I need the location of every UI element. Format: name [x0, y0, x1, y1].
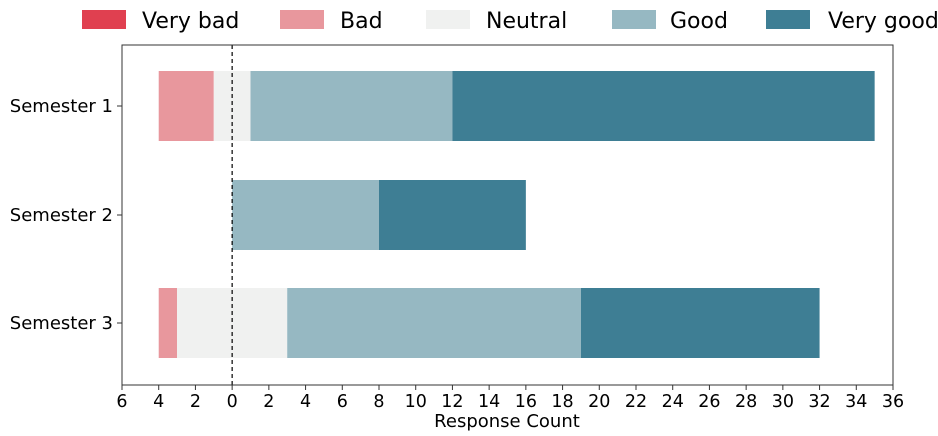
bar-semester-3-bad [158, 288, 178, 358]
x-tick-label: 36 [882, 392, 904, 412]
x-tick-label: 10 [405, 392, 427, 412]
x-tick-label: 22 [625, 392, 647, 412]
bar-semester-3-good [287, 288, 581, 358]
legend-label-good: Good [670, 9, 728, 34]
x-tick-label: 20 [588, 392, 610, 412]
legend-swatch-bad [280, 10, 324, 29]
x-tick-label: 14 [478, 392, 500, 412]
x-tick-label: 30 [772, 392, 794, 412]
x-tick-label: 2 [263, 392, 274, 412]
legend-swatch-very-good [766, 10, 810, 29]
legend-swatch-very-bad [82, 10, 126, 29]
y-category-label-semester-2: Semester 2 [10, 205, 113, 226]
legend-item-bad: Bad [280, 9, 383, 34]
x-tick-label: 24 [662, 392, 684, 412]
bar-semester-2-very-good [379, 180, 526, 250]
x-tick-label: 16 [515, 392, 537, 412]
x-tick-label: 8 [373, 392, 384, 412]
x-tick-label: 18 [551, 392, 573, 412]
bar-semester-1-bad [158, 71, 214, 141]
legend-label-very-bad: Very bad [142, 9, 239, 34]
x-tick-label: 0 [227, 392, 238, 412]
legend-item-very-good: Very good [766, 9, 938, 34]
x-tick-label: 12 [441, 392, 463, 412]
x-axis-title: Response Count [434, 411, 580, 432]
x-tick-label: 6 [116, 392, 127, 412]
bar-semester-1-very-good [452, 71, 875, 141]
bars [158, 71, 875, 358]
x-tick-label: 26 [698, 392, 720, 412]
x-tick-label: 32 [808, 392, 830, 412]
y-category-label-semester-3: Semester 3 [10, 313, 113, 334]
x-tick-label: 6 [337, 392, 348, 412]
x-tick-label: 4 [153, 392, 164, 412]
legend-label-neutral: Neutral [486, 9, 567, 34]
legend-label-bad: Bad [340, 9, 383, 34]
legend-swatch-neutral [426, 10, 470, 29]
legend-item-very-bad: Very bad [82, 9, 239, 34]
y-axis: Semester 1 Semester 2 Semester 3 [10, 96, 122, 334]
x-axis: 6 4 2 0 2 4 6 8 10 12 14 16 18 20 22 24 26 28 30 32 34 36 [116, 385, 904, 412]
x-tick-label: 2 [190, 392, 201, 412]
x-tick-label: 28 [735, 392, 757, 412]
legend-label-very-good: Very good [828, 9, 938, 34]
legend-item-good: Good [612, 9, 728, 34]
bar-semester-2-good [232, 180, 379, 250]
y-category-label-semester-1: Semester 1 [10, 96, 113, 117]
x-tick-label: 4 [300, 392, 311, 412]
legend-swatch-good [612, 10, 656, 29]
bar-semester-1-good [250, 71, 453, 141]
legend-item-neutral: Neutral [426, 9, 567, 34]
x-tick-label: 34 [845, 392, 867, 412]
legend: Very bad Bad Neutral Good Very good [82, 9, 938, 34]
bar-semester-3-very-good [580, 288, 820, 358]
